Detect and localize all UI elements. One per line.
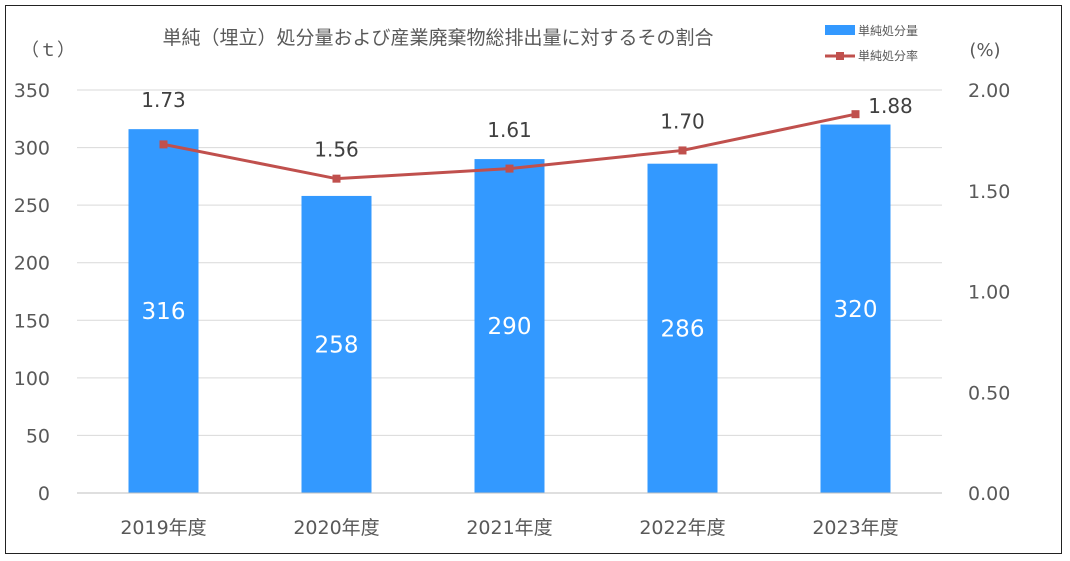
line-point: [505, 164, 514, 173]
left-axis-tick-label: 200: [14, 253, 50, 275]
left-axis-tick-label: 150: [14, 310, 50, 332]
legend-label-line: 単純処分率: [858, 48, 918, 63]
x-axis-tick-label: 2020年度: [293, 517, 379, 539]
line-value-label: 1.88: [868, 94, 913, 118]
bar-series: [128, 124, 891, 494]
x-axis-tick-label: 2023年度: [812, 517, 898, 539]
chart-legend: 単純処分量 単純処分率: [825, 24, 918, 63]
left-axis-tick-label: 250: [14, 195, 50, 217]
legend-label-bar: 単純処分量: [858, 24, 918, 38]
bar: [128, 129, 199, 494]
line-point: [159, 140, 168, 149]
right-axis-tick-label: 1.00: [968, 282, 1010, 304]
x-axis-tick-label: 2021年度: [466, 517, 552, 539]
legend-swatch-bar: [825, 25, 855, 35]
bar-value-label: 290: [488, 314, 532, 340]
bar-value-label: 286: [661, 316, 705, 342]
line-value-label: 1.61: [487, 118, 532, 142]
bar: [301, 195, 372, 493]
bar: [474, 159, 545, 494]
legend-swatch-marker: [836, 52, 844, 60]
data-labels: 316 258 290 286 320 1.73 1.56 1.61 1.70 1.88: [141, 88, 913, 358]
bar-value-label: 316: [142, 299, 186, 325]
left-axis-tick-label: 300: [14, 138, 50, 160]
axes: 0 50 100 150 200 250 300 350 0.00 0.50 1.00 1.50 2.0…: [14, 80, 1011, 539]
line-point: [332, 174, 341, 183]
left-axis-tick-label: 100: [14, 368, 50, 390]
line-value-label: 1.70: [660, 109, 705, 133]
right-axis-tick-label: 1.50: [968, 181, 1010, 203]
right-axis-tick-label: 0.00: [968, 483, 1010, 505]
line-value-label: 1.73: [141, 88, 186, 112]
left-axis-unit: （ｔ）: [21, 40, 75, 61]
chart-title: 単純（埋立）処分量および産業廃棄物総排出量に対するその割合: [162, 27, 713, 49]
right-axis-tick-label: 0.50: [968, 382, 1010, 404]
left-axis-tick-label: 0: [38, 483, 50, 505]
x-axis-tick-label: 2019年度: [120, 517, 206, 539]
bar: [820, 124, 891, 494]
line-series: [159, 110, 860, 183]
x-axis-tick-label: 2022年度: [639, 517, 725, 539]
bar-value-label: 320: [834, 297, 878, 323]
right-axis-unit: (%): [969, 40, 1000, 61]
line-value-label: 1.56: [314, 138, 359, 162]
left-axis-tick-label: 350: [14, 80, 50, 102]
left-axis-tick-label: 50: [26, 425, 50, 447]
right-axis-tick-label: 2.00: [968, 80, 1010, 102]
bar: [647, 163, 718, 494]
line-point: [678, 146, 687, 155]
bar-value-label: 258: [315, 332, 359, 358]
line-point: [851, 110, 860, 119]
